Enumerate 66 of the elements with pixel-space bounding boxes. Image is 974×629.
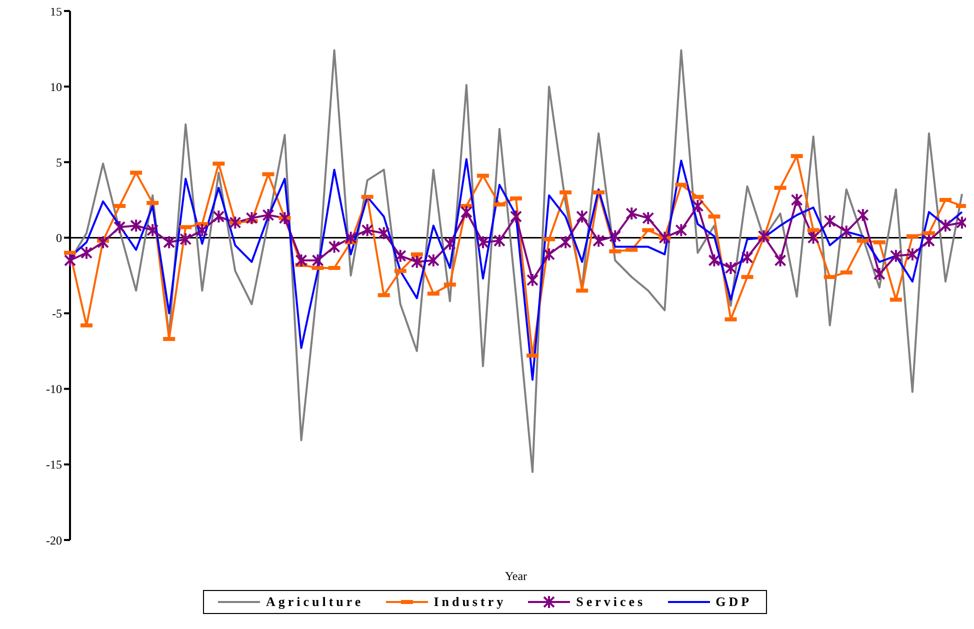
point <box>394 248 406 263</box>
point <box>64 253 76 268</box>
point <box>262 208 274 222</box>
point <box>758 229 770 244</box>
point <box>692 198 704 213</box>
point <box>824 214 836 228</box>
legend-label: GDP <box>716 594 752 610</box>
point <box>212 210 225 224</box>
point <box>560 235 572 250</box>
point <box>460 205 472 220</box>
point <box>526 273 539 288</box>
point <box>476 235 489 250</box>
point <box>807 230 820 245</box>
legend-label: Agriculture <box>266 594 364 610</box>
point <box>906 247 918 262</box>
point <box>543 247 556 262</box>
point <box>675 223 688 238</box>
point <box>576 210 588 224</box>
point <box>922 234 935 248</box>
point <box>444 236 456 251</box>
point <box>658 230 671 245</box>
y-tick-label: 5 <box>56 155 62 170</box>
point <box>246 211 258 226</box>
point <box>840 224 852 239</box>
legend-label: Services <box>576 594 646 610</box>
point <box>180 232 192 246</box>
point <box>80 246 93 260</box>
point <box>278 211 291 226</box>
point <box>344 230 357 245</box>
point <box>741 250 754 264</box>
point <box>130 218 142 233</box>
point <box>328 240 340 254</box>
point <box>790 192 803 207</box>
point <box>939 218 952 233</box>
point <box>196 223 208 238</box>
point <box>856 208 869 222</box>
point <box>97 235 110 250</box>
legend-label: Industry <box>434 594 506 610</box>
y-tick-label: -20 <box>46 533 62 548</box>
x-axis-title: Year <box>504 569 528 583</box>
point <box>642 211 654 226</box>
point <box>724 260 737 275</box>
point <box>609 229 622 244</box>
point <box>163 235 176 250</box>
point <box>873 266 886 281</box>
point <box>592 234 605 248</box>
point <box>427 253 440 268</box>
y-tick-label: 10 <box>50 80 62 94</box>
point <box>510 210 522 224</box>
point <box>493 234 506 248</box>
y-tick-label: -15 <box>46 458 62 472</box>
point <box>410 254 423 269</box>
point <box>312 253 324 268</box>
point <box>295 253 308 268</box>
point <box>626 206 638 221</box>
y-tick-label: -10 <box>46 382 62 396</box>
y-tick-label: 0 <box>56 230 62 245</box>
point <box>890 248 902 263</box>
point <box>378 226 390 240</box>
y-tick-label: -5 <box>52 306 62 321</box>
point <box>229 216 242 230</box>
point <box>114 220 126 234</box>
point <box>146 223 159 238</box>
point <box>774 253 786 268</box>
point <box>708 253 720 268</box>
point <box>361 223 374 238</box>
